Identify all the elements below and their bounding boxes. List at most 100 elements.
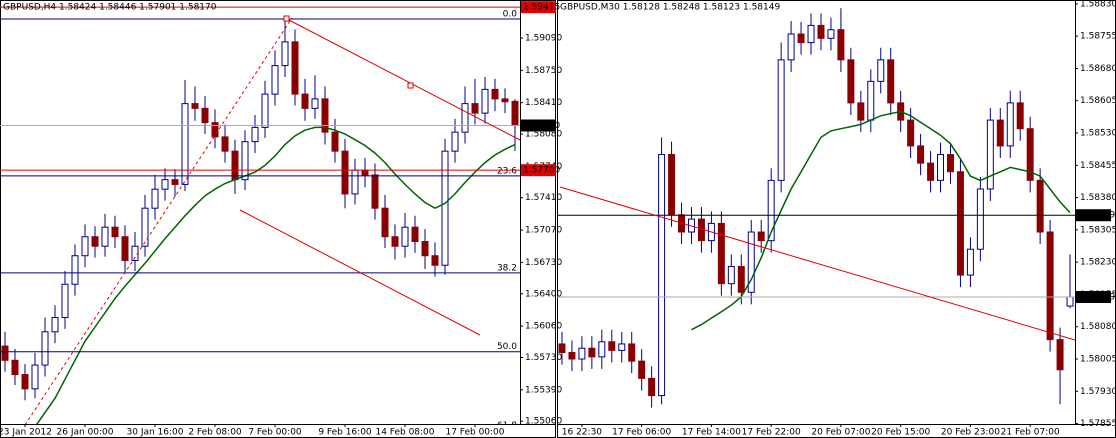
- y-tick-label: 1.58605: [1080, 96, 1116, 106]
- candle-body-up: [618, 343, 626, 351]
- candle-body-down: [471, 103, 479, 114]
- y-tick-label: 1.57410: [525, 193, 562, 203]
- candle-body-up: [1006, 102, 1014, 147]
- x-tick-label: 2 Feb 08:00: [188, 428, 242, 438]
- candle-body-down: [737, 265, 745, 293]
- candle-body-up: [787, 33, 795, 61]
- price-label: 1.58170: [523, 121, 560, 131]
- y-tick-label: 1.56730: [525, 258, 562, 268]
- handle: [407, 82, 414, 89]
- candle-body-up: [877, 59, 885, 82]
- price-label: 1.57700: [523, 166, 560, 176]
- candle-body-down: [1026, 128, 1034, 181]
- x-tick-label: 17 Feb 22:00: [742, 428, 801, 438]
- candle-body-up: [441, 150, 449, 266]
- y-tick-label: 1.56400: [525, 289, 562, 299]
- fib-label: 38.2: [497, 263, 517, 273]
- fib-label: 23.6: [497, 166, 517, 176]
- candle-body-up: [31, 364, 39, 390]
- candle-body-up: [481, 88, 489, 114]
- candle-body-up: [1066, 296, 1074, 307]
- x-tick-label: 9 Feb 16:00: [318, 428, 372, 438]
- candle-body-up: [271, 65, 279, 95]
- candle-body-up: [867, 80, 875, 121]
- candle-body-down: [927, 162, 935, 181]
- candle-body-up: [41, 331, 49, 366]
- candle-body-down: [291, 41, 299, 95]
- moving-average: [691, 110, 1071, 331]
- chart-title: GBPUSD,H4 1.58424 1.58446 1.57901 1.5817…: [3, 3, 217, 13]
- candle-body-down: [558, 343, 566, 354]
- candle-body-down: [1016, 102, 1024, 130]
- candle-body-up: [241, 141, 249, 181]
- candle-body-up: [966, 248, 974, 276]
- candle-body-up: [71, 255, 79, 285]
- y-tick-label: 1.58005: [1080, 355, 1116, 365]
- x-tick-label: 26 Jan 00:00: [57, 428, 114, 438]
- candle-body-down: [361, 169, 369, 176]
- candle-body-up: [461, 103, 469, 133]
- price-label-box: [521, 164, 556, 177]
- y-tick-label: 1.58230: [1080, 258, 1116, 268]
- candle-body-up: [401, 226, 409, 247]
- x-tick-label: 23 Jan 2012: [0, 428, 52, 438]
- fib-label: 0.0: [503, 10, 518, 20]
- candle-body-down: [171, 179, 179, 185]
- candle-body-down: [717, 222, 725, 285]
- moving-average: [36, 126, 516, 424]
- x-tick-label: 20 Feb 23:00: [941, 428, 1000, 438]
- x-tick-label: 14 Feb 08:00: [375, 428, 434, 438]
- candle-body-down: [917, 145, 925, 164]
- candle-body-up: [986, 119, 994, 190]
- candle-body-up: [311, 98, 319, 109]
- y-tick-label: 1.58380: [1080, 193, 1116, 203]
- candle-body-down: [817, 24, 825, 39]
- candle-body-up: [181, 103, 189, 185]
- candle-body-up: [141, 207, 149, 247]
- candle-body-up: [976, 188, 984, 250]
- x-tick-label: 7 Feb 00:00: [248, 428, 302, 438]
- candle-body-down: [381, 207, 389, 238]
- candle-body-down: [648, 377, 656, 397]
- price-label-box: [521, 1, 556, 14]
- right-plot: [557, 8, 1075, 408]
- left-plot: 0.0 23.6 38.2 50.0 61.8: [0, 6, 520, 424]
- candle-body-down: [837, 29, 845, 61]
- candle-body-up: [578, 347, 586, 360]
- candle-body-down: [391, 236, 399, 247]
- candle-body-down: [511, 100, 519, 126]
- candle-body-down: [847, 59, 855, 104]
- candle-body-down: [797, 33, 805, 44]
- y-tick-label: 1.59090: [525, 34, 562, 44]
- chart-title: GBPUSD,M30 1.58128 1.58248 1.58123 1.581…: [560, 3, 780, 13]
- candle-body-down: [1056, 339, 1064, 371]
- y-tick-label: 1.57855: [1080, 419, 1116, 429]
- candle-body-up: [451, 131, 459, 152]
- candle-body-down: [946, 154, 954, 173]
- candle-body-down: [956, 171, 964, 276]
- y-tick-label: 1.55390: [525, 385, 562, 395]
- candle-body-down: [857, 102, 865, 121]
- candle-body-up: [727, 265, 735, 285]
- price-label: 1.58149: [1078, 293, 1115, 303]
- candle-body-down: [341, 150, 349, 195]
- candle-body-up: [747, 231, 755, 293]
- y-tick-label: 1.56060: [525, 322, 562, 332]
- x-tick-label: 21 Feb 07:00: [1001, 428, 1060, 438]
- candle-body-up: [261, 93, 269, 128]
- candle-body-up: [81, 236, 89, 257]
- x-tick-label: 20 Feb 07:00: [811, 428, 870, 438]
- y-tick-label: 1.58530: [1080, 129, 1116, 139]
- candle-body-down: [211, 122, 219, 138]
- y-tick-label: 1.58080: [1080, 322, 1116, 332]
- candle-body-up: [937, 154, 945, 181]
- candle-body-up: [251, 126, 259, 143]
- channel-line: [239, 209, 481, 336]
- candle-body-down: [638, 360, 646, 379]
- x-tick-label: 20 Feb 15:00: [871, 428, 930, 438]
- right-drawings: [559, 186, 1075, 341]
- candle-body-down: [371, 174, 379, 209]
- candle-body-down: [191, 103, 199, 109]
- y-tick-label: 1.58410: [525, 98, 562, 108]
- y-tick-label: 1.58680: [1080, 64, 1116, 74]
